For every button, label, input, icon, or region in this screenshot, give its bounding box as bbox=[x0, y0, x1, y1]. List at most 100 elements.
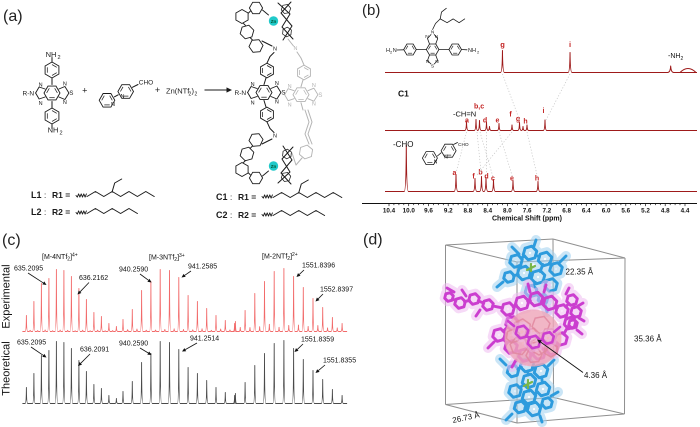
svg-text:g: g bbox=[516, 116, 520, 123]
svg-text:b: b bbox=[478, 170, 482, 177]
svg-text:6.4: 6.4 bbox=[582, 208, 591, 215]
svg-text:Experimental: Experimental bbox=[1, 264, 13, 328]
svg-text:10.4: 10.4 bbox=[383, 208, 396, 215]
svg-text:[M-4NTf2]4+: [M-4NTf2]4+ bbox=[42, 253, 78, 263]
svg-text:N: N bbox=[431, 30, 435, 36]
svg-text:N: N bbox=[273, 47, 277, 53]
svg-text::: : bbox=[44, 191, 46, 200]
svg-text::: : bbox=[230, 193, 232, 202]
svg-text:6.8: 6.8 bbox=[562, 208, 571, 215]
svg-text:+: + bbox=[155, 85, 160, 95]
svg-text:8.0: 8.0 bbox=[503, 208, 512, 215]
svg-text:2: 2 bbox=[195, 92, 198, 98]
svg-text:8.8: 8.8 bbox=[464, 208, 473, 215]
svg-text:N: N bbox=[288, 84, 292, 90]
svg-text:(c): (c) bbox=[2, 232, 21, 249]
svg-text::: : bbox=[44, 208, 46, 217]
svg-text:22.35 Å: 22.35 Å bbox=[566, 268, 594, 277]
svg-text:-CHO: -CHO bbox=[393, 140, 413, 149]
svg-text:N: N bbox=[426, 59, 430, 65]
svg-text:35.36 Å: 35.36 Å bbox=[634, 335, 662, 344]
svg-text:e: e bbox=[496, 118, 500, 125]
svg-text:(b): (b) bbox=[362, 2, 380, 19]
svg-text:5.6: 5.6 bbox=[621, 208, 630, 215]
svg-text:S: S bbox=[281, 91, 285, 97]
svg-text:N: N bbox=[435, 59, 439, 65]
svg-text:): ) bbox=[192, 87, 195, 96]
svg-text:-NH: -NH bbox=[668, 53, 680, 60]
svg-text:941.2514: 941.2514 bbox=[190, 336, 219, 343]
svg-text:10.0: 10.0 bbox=[403, 208, 416, 215]
svg-text:NH: NH bbox=[46, 50, 57, 59]
svg-text::: : bbox=[230, 211, 232, 220]
svg-text:N: N bbox=[444, 155, 448, 161]
svg-text:1552.8397: 1552.8397 bbox=[320, 287, 353, 294]
svg-text:h: h bbox=[523, 119, 527, 126]
svg-text:2: 2 bbox=[681, 56, 684, 62]
svg-text:4.8: 4.8 bbox=[661, 208, 670, 215]
svg-text:7.2: 7.2 bbox=[543, 208, 552, 215]
svg-text:8.4: 8.4 bbox=[483, 208, 492, 215]
svg-text:H: H bbox=[386, 48, 390, 54]
svg-text:(d): (d) bbox=[363, 232, 383, 249]
svg-text:4.4: 4.4 bbox=[681, 208, 690, 215]
svg-text:L2: L2 bbox=[31, 207, 42, 217]
svg-text:N: N bbox=[121, 94, 125, 100]
svg-text:N: N bbox=[273, 134, 277, 140]
svg-text:NH: NH bbox=[48, 126, 59, 135]
svg-text:2: 2 bbox=[59, 131, 62, 137]
svg-text:g: g bbox=[500, 40, 505, 49]
svg-text:C1: C1 bbox=[216, 192, 228, 202]
svg-text:C1: C1 bbox=[398, 89, 409, 99]
svg-text:N: N bbox=[39, 83, 43, 89]
svg-text:N: N bbox=[425, 34, 429, 40]
svg-text:940.2590: 940.2590 bbox=[119, 267, 148, 274]
svg-text:1551.8396: 1551.8396 bbox=[302, 263, 335, 270]
svg-text:S: S bbox=[431, 64, 434, 70]
svg-text:i: i bbox=[569, 40, 571, 49]
svg-text:N: N bbox=[312, 102, 316, 108]
svg-text:2: 2 bbox=[477, 50, 480, 55]
svg-text:9.6: 9.6 bbox=[424, 208, 433, 215]
svg-text:N: N bbox=[275, 81, 279, 87]
svg-text:940.2590: 940.2590 bbox=[119, 341, 148, 348]
svg-text:-CH=N: -CH=N bbox=[453, 110, 476, 119]
svg-text:9.2: 9.2 bbox=[444, 208, 453, 215]
svg-text:c: c bbox=[491, 176, 495, 183]
svg-text:i: i bbox=[543, 108, 545, 115]
svg-text:N: N bbox=[288, 103, 292, 109]
svg-text:Zn(NTf: Zn(NTf bbox=[166, 87, 190, 96]
svg-text:Zn: Zn bbox=[271, 164, 277, 169]
svg-text:635.2095: 635.2095 bbox=[14, 266, 43, 273]
svg-text:Theoretical: Theoretical bbox=[1, 341, 13, 395]
svg-text:CHO: CHO bbox=[458, 142, 469, 148]
svg-text:f: f bbox=[472, 174, 475, 181]
svg-text:4.36 Å: 4.36 Å bbox=[584, 371, 608, 380]
svg-text:L1: L1 bbox=[31, 190, 42, 200]
svg-text:1551.8359: 1551.8359 bbox=[301, 337, 334, 344]
svg-text:a: a bbox=[453, 170, 457, 177]
svg-text:d: d bbox=[484, 174, 488, 181]
svg-text:S: S bbox=[69, 91, 73, 97]
svg-text:R2 =: R2 = bbox=[238, 210, 256, 220]
svg-text:1551.8355: 1551.8355 bbox=[323, 358, 356, 365]
svg-text:2: 2 bbox=[189, 92, 192, 98]
svg-text:N: N bbox=[275, 100, 279, 106]
svg-text:5.2: 5.2 bbox=[641, 208, 650, 215]
svg-text:N: N bbox=[312, 83, 316, 89]
svg-text:2: 2 bbox=[390, 50, 393, 55]
svg-text:(a): (a) bbox=[3, 8, 23, 25]
svg-text:C2: C2 bbox=[216, 210, 228, 220]
svg-text:N: N bbox=[111, 102, 115, 108]
svg-text:Zn: Zn bbox=[271, 19, 277, 24]
svg-text:N: N bbox=[63, 100, 67, 106]
svg-text:N: N bbox=[39, 101, 43, 107]
svg-text:Chemical Shift (ppm): Chemical Shift (ppm) bbox=[492, 216, 562, 223]
svg-text:b,c: b,c bbox=[474, 104, 484, 111]
svg-text:7.6: 7.6 bbox=[523, 208, 532, 215]
svg-text:N: N bbox=[393, 48, 397, 54]
svg-text:N: N bbox=[435, 34, 439, 40]
svg-text:636.2162: 636.2162 bbox=[79, 275, 108, 282]
svg-text:R-N: R-N bbox=[235, 90, 247, 97]
svg-text:N: N bbox=[294, 46, 298, 52]
